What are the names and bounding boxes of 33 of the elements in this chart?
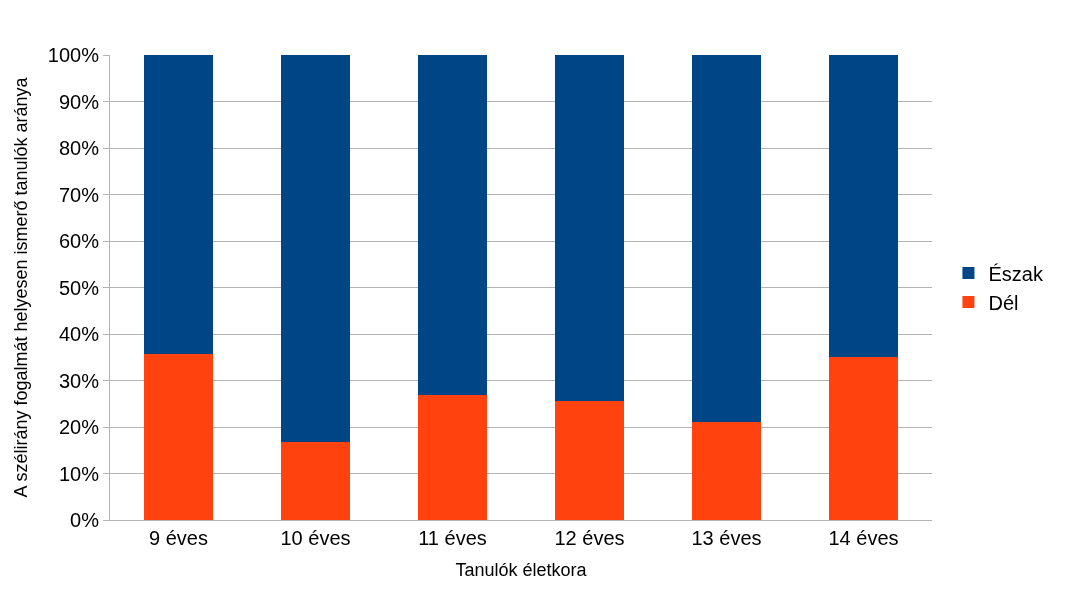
y-tick-label: 50% [58,276,100,299]
y-tick-label: 100% [47,44,100,66]
bar [829,357,898,520]
bar [829,55,898,358]
bar [692,55,761,422]
x-axis-title: Tanulók életkora [455,560,588,581]
y-axis-title: A szélirány fogalmát helyesen ismerő tanulók aránya [11,76,32,498]
y-tick-label: 90% [58,90,100,113]
x-tick-label: 9 éves [149,527,208,549]
bar [418,55,487,396]
x-tick-label: 13 éves [691,527,762,549]
y-tick-label: 20% [58,416,100,438]
y-tick-label: 30% [58,369,100,392]
bar [555,55,624,402]
legend-label: Dél [988,291,1019,314]
bar [418,395,487,520]
legend-label: Észak [988,262,1044,285]
bar [555,401,624,520]
x-tick-label: 10 éves [280,527,351,549]
x-tick-label: 12 éves [554,527,625,549]
y-tick-label: 80% [58,137,100,159]
y-tick-label: 10% [58,462,100,485]
bar [144,55,213,354]
y-tick-label: 70% [58,183,100,206]
y-tick-label: 40% [58,323,100,345]
y-tick-label: 60% [58,230,100,252]
bar [281,55,350,443]
x-tick-label: 11 éves [418,527,487,549]
x-tick-label: 14 éves [828,527,899,549]
bar [144,354,213,520]
y-tick-label: 0% [70,509,100,531]
bar [281,442,350,520]
bar [692,421,761,520]
